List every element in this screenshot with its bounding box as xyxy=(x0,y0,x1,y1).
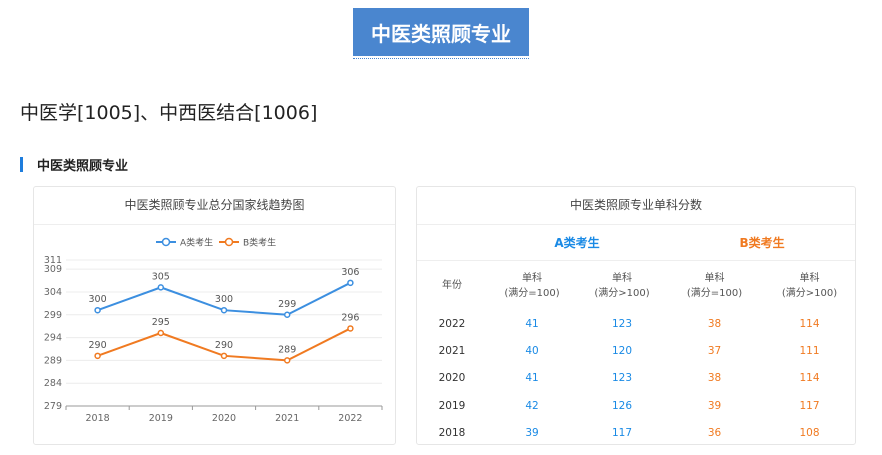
y-tick-label: 309 xyxy=(44,264,62,275)
cell-year: 2021 xyxy=(438,345,466,358)
table-row: 2020 41 123 38 114 xyxy=(417,365,855,392)
column-header-sub: (满分>100) xyxy=(781,287,838,299)
legend-swatch-marker xyxy=(224,237,234,247)
legend-swatch-marker xyxy=(161,237,171,247)
cell-b-gt100: 117 xyxy=(799,399,820,412)
cell-year: 2018 xyxy=(438,427,466,440)
legend-label: A类考生 xyxy=(180,237,213,249)
data-point xyxy=(157,284,165,291)
column-header-label: 单科 xyxy=(522,272,542,284)
cell-a-gt100: 123 xyxy=(611,372,633,385)
cell-a-eq100: 39 xyxy=(525,427,539,440)
group-header-spacer xyxy=(417,224,487,261)
cell-b-eq100: 39 xyxy=(707,399,722,412)
trend-chart-title: 中医类照顾专业总分国家线趋势图 xyxy=(34,187,395,225)
cell-year: 2019 xyxy=(438,399,466,412)
data-point xyxy=(283,311,291,318)
group-header-b: B类考生 xyxy=(667,224,855,261)
cell-b-eq100: 38 xyxy=(707,372,722,385)
data-point xyxy=(157,329,165,337)
table-row: 2019 42 126 39 117 xyxy=(417,392,855,419)
column-header-label: 单科 xyxy=(704,272,725,284)
x-tick-label: 2022 xyxy=(338,413,362,424)
cell-b-eq100: 38 xyxy=(707,317,722,330)
trend-chart-card: 中医类照顾专业总分国家线趋势图 279 284 289 294 299 304 309 311… xyxy=(33,186,396,445)
column-header-label: 年份 xyxy=(442,280,462,291)
x-tick-label: 2018 xyxy=(86,413,110,424)
score-table: A类考生 B类考生 年份 单科 (满分=100) 单科 (满分>100) 单科 (满分… xyxy=(417,224,855,444)
y-tick-label: 311 xyxy=(44,255,62,266)
data-label: 295 xyxy=(152,317,170,328)
score-table-card: 中医类照顾专业单科分数 A类考生 B类考生 年份 单科 (满分=100) 单科 (满… xyxy=(416,186,856,445)
data-point xyxy=(94,352,101,360)
data-point xyxy=(94,306,101,314)
cell-b-gt100: 114 xyxy=(799,372,820,385)
y-tick-label: 299 xyxy=(44,310,62,321)
data-point xyxy=(283,357,291,364)
cell-a-gt100: 120 xyxy=(611,345,633,358)
column-header-b-eq100: 单科 (满分=100) xyxy=(667,261,762,311)
data-label: 300 xyxy=(89,294,107,305)
cell-b-gt100: 108 xyxy=(799,427,820,440)
data-label: 300 xyxy=(215,294,233,305)
group-header-a: A类考生 xyxy=(487,224,668,261)
group-header-row: A类考生 B类考生 xyxy=(417,224,855,261)
column-header-sub: (满分=100) xyxy=(504,287,560,299)
cell-b-gt100: 114 xyxy=(799,317,820,330)
cell-a-eq100: 41 xyxy=(525,317,539,330)
data-label: 290 xyxy=(215,340,233,351)
column-header-row: 年份 单科 (满分=100) 单科 (满分>100) 单科 (满分=100) 单科 (满… xyxy=(417,261,855,311)
data-point xyxy=(347,325,354,332)
column-header-sub: (满分>100) xyxy=(594,287,650,299)
banner-underline xyxy=(353,58,529,59)
x-tick-label: 2021 xyxy=(275,413,299,424)
cell-b-gt100: 111 xyxy=(799,345,820,358)
data-point xyxy=(347,279,354,287)
table-row: 2021 40 120 37 111 xyxy=(417,337,855,364)
data-point xyxy=(220,306,228,314)
column-header-sub: (满分=100) xyxy=(686,287,743,299)
y-tick-label: 294 xyxy=(44,333,62,344)
x-tick-label: 2020 xyxy=(212,413,236,424)
table-row: 2022 41 123 38 114 xyxy=(417,310,855,337)
cell-a-gt100: 126 xyxy=(611,399,633,412)
data-label: 290 xyxy=(89,340,107,351)
column-header-label: 单科 xyxy=(799,272,820,284)
y-tick-label: 304 xyxy=(44,287,62,298)
data-label: 305 xyxy=(152,271,170,282)
cell-a-eq100: 40 xyxy=(525,345,539,358)
column-header-year: 年份 xyxy=(417,261,487,311)
page-banner: 中医类照顾专业 xyxy=(353,8,529,56)
cell-a-eq100: 41 xyxy=(525,372,539,385)
section-heading-bar xyxy=(20,156,23,172)
column-header-label: 单科 xyxy=(612,272,632,284)
cell-b-eq100: 36 xyxy=(707,427,722,440)
cell-year: 2020 xyxy=(438,372,466,385)
section-heading: 中医类照顾专业 xyxy=(20,155,129,174)
x-tick-label: 2019 xyxy=(149,413,173,424)
data-label: 289 xyxy=(278,344,296,355)
data-label: 296 xyxy=(341,312,359,323)
banner-title: 中医类照顾专业 xyxy=(371,21,511,46)
data-label: 299 xyxy=(278,299,296,310)
column-header-a-gt100: 单科 (满分>100) xyxy=(577,261,667,311)
cell-a-eq100: 42 xyxy=(525,399,539,412)
y-tick-label: 289 xyxy=(44,355,62,366)
section-heading-text: 中医类照顾专业 xyxy=(37,158,129,174)
score-table-title: 中医类照顾专业单科分数 xyxy=(417,187,855,225)
cell-b-eq100: 37 xyxy=(707,345,722,358)
cell-year: 2022 xyxy=(438,317,466,330)
table-row: 2018 39 117 36 108 xyxy=(417,420,855,444)
y-tick-label: 279 xyxy=(44,401,62,412)
y-tick-label: 284 xyxy=(44,378,62,389)
column-header-a-eq100: 单科 (满分=100) xyxy=(487,261,577,311)
data-label: 306 xyxy=(341,267,359,278)
legend-label: B类考生 xyxy=(243,237,276,249)
data-point xyxy=(220,352,228,360)
column-header-b-gt100: 单科 (满分>100) xyxy=(762,261,855,311)
cell-a-gt100: 117 xyxy=(611,427,633,440)
subject-line: 中医学[1005]、中西医结合[1006] xyxy=(20,102,318,124)
cell-a-gt100: 123 xyxy=(611,317,633,330)
